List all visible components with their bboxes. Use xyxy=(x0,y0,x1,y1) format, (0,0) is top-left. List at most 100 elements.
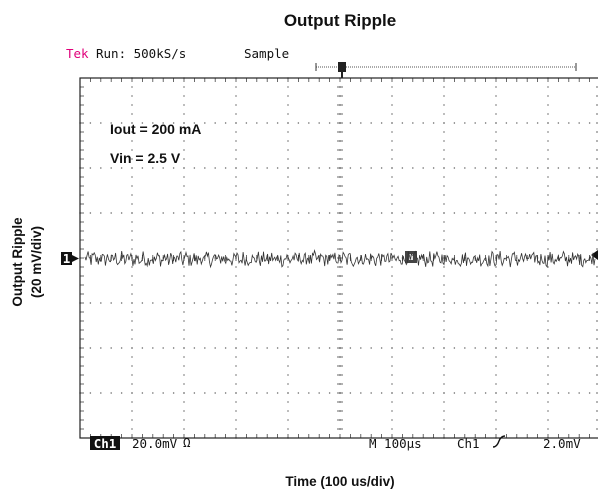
graticule-dot xyxy=(464,392,466,394)
graticule-dot xyxy=(152,212,154,214)
graticule-dot xyxy=(380,167,383,169)
graticule-dot xyxy=(193,302,196,304)
graticule-dot xyxy=(141,212,144,214)
graticule-dot xyxy=(287,347,289,349)
graticule-dot xyxy=(536,167,539,169)
graticule-dot xyxy=(235,167,237,169)
graticule-dot xyxy=(235,158,237,160)
graticule-dot xyxy=(443,293,445,295)
graticule-dot xyxy=(131,338,133,340)
graticule-dot xyxy=(183,185,185,187)
x-axis-label: Time (100 us/div) xyxy=(285,474,394,489)
graticule-dot xyxy=(287,410,289,412)
graticule-dot xyxy=(391,158,393,160)
graticule-dot xyxy=(443,302,445,304)
graticule-dot xyxy=(235,266,237,268)
graticule-dot xyxy=(391,365,393,367)
trigger-level-marker[interactable] xyxy=(591,250,598,260)
graticule-dot xyxy=(287,365,289,367)
graticule-dot xyxy=(276,167,279,169)
graticule-dot xyxy=(183,419,185,421)
graticule-dot xyxy=(89,347,92,349)
graticule-dot xyxy=(588,302,591,304)
annotation-iout: Iout = 200 mA xyxy=(110,121,201,137)
graticule-dot xyxy=(131,392,133,394)
graticule-dot xyxy=(547,86,549,88)
graticule-dot xyxy=(110,212,112,214)
graticule-dot xyxy=(391,230,393,232)
graticule-dot xyxy=(401,122,404,124)
graticule-dot xyxy=(495,410,497,412)
graticule-dot xyxy=(412,122,414,124)
graticule-dot xyxy=(391,275,393,277)
graticule-dot xyxy=(391,356,393,358)
graticule-dot xyxy=(391,104,393,106)
graticule-dot xyxy=(287,320,289,322)
graticule-dot xyxy=(495,266,497,268)
graticule-dot xyxy=(412,212,414,214)
graticule-dot xyxy=(495,428,497,430)
graticule-dot xyxy=(370,392,372,394)
graticule-dot xyxy=(131,374,133,376)
graticule-dot xyxy=(443,221,445,223)
graticule-dot xyxy=(568,122,570,124)
graticule-dot xyxy=(287,374,289,376)
graticule-dot xyxy=(370,212,372,214)
graticule-dot xyxy=(328,302,331,304)
graticule-dot xyxy=(183,86,185,88)
graticule-dot xyxy=(235,194,237,196)
graticule-dot xyxy=(89,122,92,124)
graticule-dot xyxy=(276,392,279,394)
graticule-dot xyxy=(484,122,487,124)
graticule-dot xyxy=(183,401,185,403)
graticule-dot xyxy=(193,347,196,349)
graticule-dot xyxy=(495,167,497,169)
graticule-dot xyxy=(484,302,487,304)
graticule-dot xyxy=(100,302,102,304)
graticule-dot xyxy=(235,86,237,88)
graticule-dot xyxy=(568,347,570,349)
graticule-dot xyxy=(443,239,445,241)
graticule-dot xyxy=(110,122,112,124)
graticule-dot xyxy=(266,122,268,124)
graticule-dot xyxy=(183,383,185,385)
graticule-dot xyxy=(256,212,258,214)
graticule-dot xyxy=(578,347,580,349)
graticule-dot xyxy=(276,302,279,304)
graticule-dot xyxy=(391,185,393,187)
graticule-dot xyxy=(391,140,393,142)
svg-text:1: 1 xyxy=(63,251,71,266)
graticule-dot xyxy=(453,122,456,124)
graticule-dot xyxy=(183,428,185,430)
graticule-dot xyxy=(183,230,185,232)
graticule-dot xyxy=(422,167,424,169)
ch1-coupling-symbol: Ω xyxy=(183,435,191,450)
graticule-dot xyxy=(432,122,435,124)
graticule-dot xyxy=(547,401,549,403)
graticule-dot xyxy=(287,167,289,169)
graticule-dot xyxy=(443,410,445,412)
graticule-dot xyxy=(391,383,393,385)
trigger-position-marker[interactable] xyxy=(338,62,346,78)
graticule-dot xyxy=(183,275,185,277)
channel-1-marker[interactable]: 1 xyxy=(61,251,79,266)
graticule-dot xyxy=(131,95,133,97)
graticule-dot xyxy=(235,248,237,250)
graticule-dot xyxy=(297,302,300,304)
graticule-dot xyxy=(360,122,362,124)
graticule-dot xyxy=(443,401,445,403)
graticule-dot xyxy=(224,302,227,304)
graticule-dot xyxy=(412,167,414,169)
graticule-dot xyxy=(214,122,216,124)
graticule-dot xyxy=(443,122,445,124)
graticule-dot xyxy=(183,338,185,340)
graticule-dot xyxy=(224,167,227,169)
graticule-dot xyxy=(120,212,123,214)
graticule-dot xyxy=(235,392,237,394)
graticule-dot xyxy=(495,113,497,115)
graticule-dot xyxy=(183,320,185,322)
graticule-dot xyxy=(453,392,456,394)
graticule-dot xyxy=(547,95,549,97)
graticule-dot xyxy=(287,239,289,241)
graticule-dot xyxy=(287,131,289,133)
